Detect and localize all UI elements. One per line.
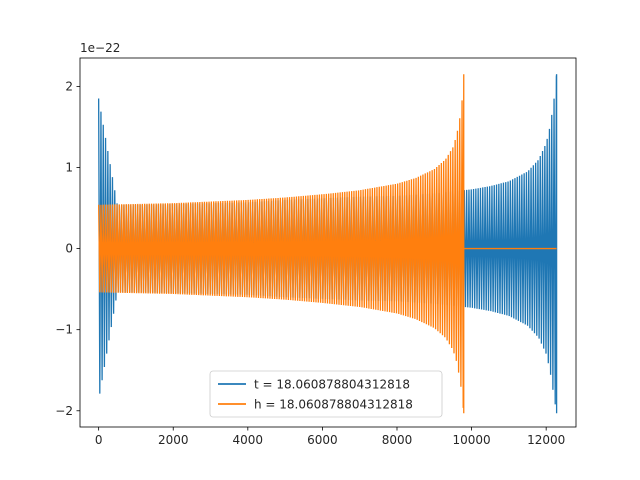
plot-frame bbox=[79, 57, 577, 428]
x-tick-label: 8000 bbox=[382, 433, 413, 447]
series-line-1 bbox=[98, 74, 557, 414]
x-axis: 0 2000 4000 6000 8000 10000 12000 bbox=[95, 427, 565, 447]
x-tick-label: 4000 bbox=[233, 433, 264, 447]
y-axis: −2 −1 0 1 2 bbox=[55, 79, 80, 418]
y-tick-label: −2 bbox=[55, 404, 73, 418]
legend-box bbox=[209, 370, 443, 418]
x-tick-label: 12000 bbox=[527, 433, 565, 447]
y-tick-label: 2 bbox=[65, 79, 73, 93]
legend-label: t = 18.060878804312818 bbox=[254, 378, 410, 392]
series-layer bbox=[98, 74, 558, 414]
x-tick-label: 10000 bbox=[452, 433, 490, 447]
y-tick-label: 0 bbox=[65, 242, 73, 256]
y-tick-label: −1 bbox=[55, 323, 73, 337]
x-tick-label: 0 bbox=[95, 433, 103, 447]
x-tick-label: 2000 bbox=[158, 433, 189, 447]
legend: t = 18.060878804312818 h = 18.06087880431… bbox=[209, 370, 443, 418]
legend-label: h = 18.060878804312818 bbox=[254, 398, 413, 412]
y-tick-label: 1 bbox=[65, 160, 73, 174]
x-tick-label: 6000 bbox=[307, 433, 338, 447]
y-scale-offset-label: 1e−22 bbox=[80, 41, 120, 55]
